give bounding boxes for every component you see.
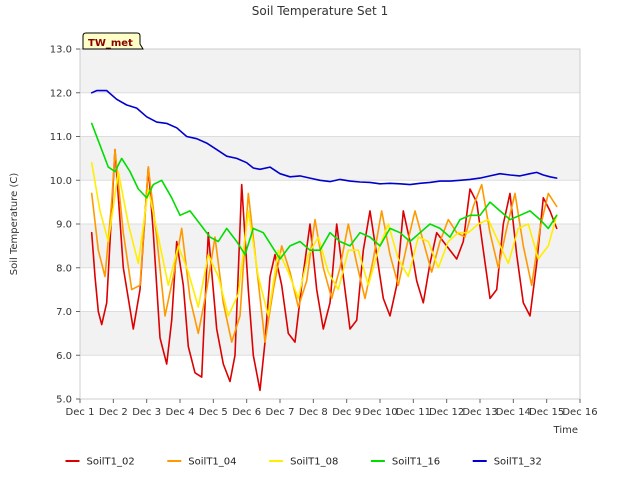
x-tick-label: Dec 10 [362,407,397,418]
x-tick-label: Dec 5 [199,407,228,418]
x-tick-label: Dec 14 [496,407,531,418]
y-axis-ticks: 5.0 6.0 7.0 8.0 9.0 10.0 11.0 12.0 13.0 [50,45,80,406]
y-tick-label: 11.0 [50,132,72,143]
y-axis-label: Soil Temperature (C) [9,173,20,276]
background-band [80,49,580,93]
series-lines [90,89,558,392]
y-tick-label: 5.0 [56,395,72,406]
y-tick-label: 6.0 [56,351,72,362]
x-tick-label: Dec 2 [99,407,128,418]
x-tick-label: Dec 16 [562,407,597,418]
x-tick-label: Dec 3 [132,407,161,418]
series-line-soilt1-02 [90,148,558,392]
y-tick-label: 13.0 [50,45,72,56]
series-line-soilt1-04 [90,148,558,343]
site-label-badge [82,32,144,50]
y-tick-label: 8.0 [56,263,72,274]
x-tick-label: Dec 4 [166,407,195,418]
legend: SoilT1_02 SoilT1_04 SoilT1_08 SoilT1_16 Soil… [65,457,542,468]
series-line-soilt1-16 [90,122,558,260]
x-axis-label: Time [553,425,578,436]
legend-label: SoilT1_16 [392,457,440,468]
x-tick-label: Dec 12 [429,407,464,418]
y-tick-label: 9.0 [56,220,72,231]
x-tick-label: Dec 13 [462,407,497,418]
chart-title: Soil Temperature Set 1 [252,4,388,18]
x-axis-ticks: Dec 1 Dec 2 Dec 3 Dec 4 Dec 5 Dec 6 Dec 7 Dec 8… [66,399,598,418]
x-tick-label: Dec 15 [529,407,564,418]
y-tick-label: 12.0 [50,88,72,99]
series-line-soilt1-32 [90,89,558,186]
site-label-text: TW_met [88,38,133,49]
background-band [80,136,580,181]
y-tick-label: 10.0 [50,176,72,187]
legend-label: SoilT1_02 [87,457,135,468]
site-label-box: TW_met [82,32,144,50]
x-tick-label: Dec 9 [332,407,361,418]
x-tick-label: Dec 1 [66,407,95,418]
series-line-soilt1-08 [90,161,558,317]
x-tick-label: Dec 6 [232,407,261,418]
legend-label: SoilT1_32 [494,457,542,468]
legend-label: SoilT1_04 [188,457,236,468]
legend-label: SoilT1_08 [290,457,338,468]
background-band [80,311,580,356]
x-tick-label: Dec 7 [266,407,295,418]
x-tick-label: Dec 11 [396,407,431,418]
x-tick-label: Dec 8 [299,407,328,418]
y-tick-label: 7.0 [56,307,72,318]
